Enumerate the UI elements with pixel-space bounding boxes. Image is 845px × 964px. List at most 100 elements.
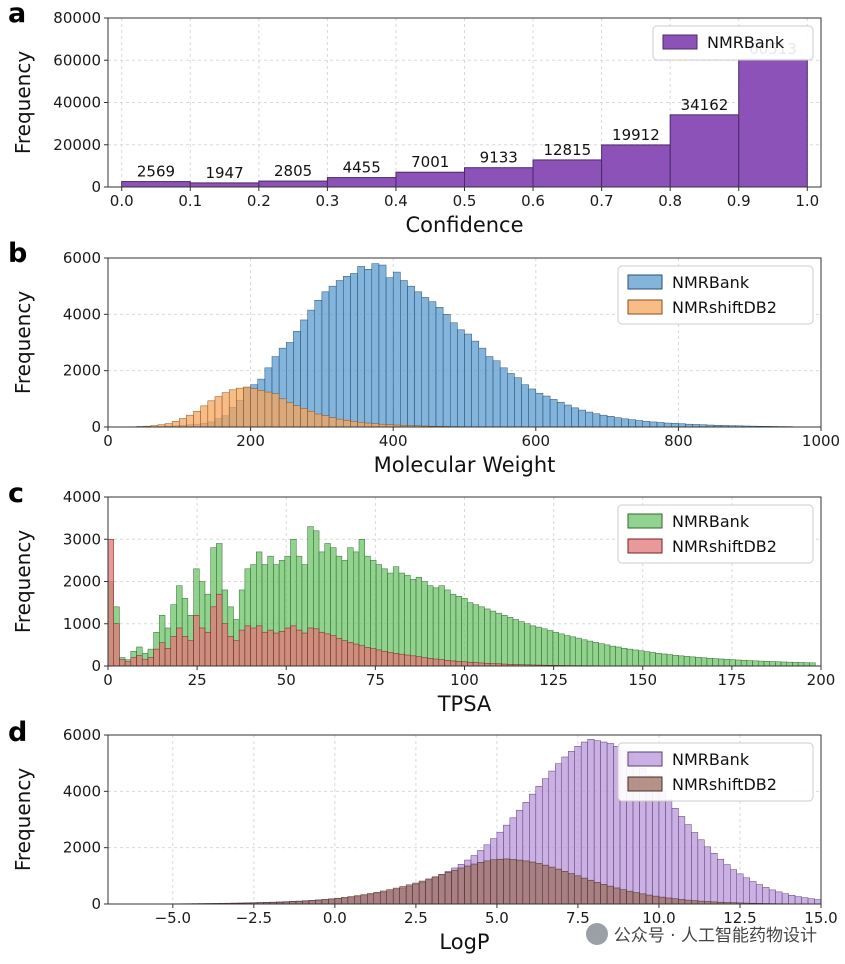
bar [678, 816, 686, 905]
legend-swatch [627, 274, 663, 290]
bar [164, 423, 173, 428]
bar [549, 399, 558, 428]
bar [740, 660, 748, 667]
bar [746, 660, 753, 667]
y-tick-label: 60000 [53, 51, 101, 69]
bar [464, 333, 472, 428]
y-tick-label: 0 [91, 657, 101, 675]
bar [455, 596, 462, 667]
bar [308, 900, 316, 905]
bar [379, 890, 387, 905]
bar [290, 625, 297, 667]
bar [558, 633, 565, 667]
bar [373, 892, 381, 905]
bar [516, 859, 524, 905]
bar [410, 579, 417, 667]
bar [786, 661, 793, 667]
bar [626, 648, 634, 667]
bar [794, 896, 802, 905]
panel-b: 0 200 400 600 800 1000 0 2000 4000 6000 Molecular … [8, 238, 840, 477]
bar [461, 598, 468, 667]
bar [295, 629, 303, 667]
legend-label: NMRshiftDB2 [672, 537, 777, 556]
x-tick-label: 200 [236, 432, 265, 450]
bar [210, 606, 217, 667]
x-tick-label: 800 [664, 432, 693, 450]
bar [666, 654, 673, 667]
legend-box [617, 265, 814, 325]
bar [360, 894, 368, 905]
legend: NMRBank [652, 25, 814, 61]
bar [193, 615, 200, 667]
bar [663, 422, 672, 428]
x-tick-label: 0.0 [323, 909, 347, 927]
bar [261, 631, 268, 667]
bar [341, 640, 348, 667]
bar [435, 307, 444, 428]
bar [153, 648, 160, 667]
bar [427, 658, 434, 667]
bar [619, 889, 627, 905]
bar [278, 398, 287, 428]
bar [324, 633, 331, 667]
bar [457, 329, 465, 428]
bar [478, 347, 487, 428]
bar [404, 574, 411, 667]
y-tick-label: 4000 [63, 782, 101, 800]
bar [293, 405, 301, 428]
bar [400, 280, 408, 428]
x-axis-label: TPSA [437, 692, 492, 716]
bar [367, 893, 375, 905]
bar [375, 649, 383, 667]
watermark: 公众号 · 人工智能药物设计 [585, 921, 817, 946]
bar [524, 623, 531, 667]
x-tick-label: −2.5 [236, 909, 272, 927]
bar [181, 636, 189, 667]
x-tick-label: 400 [379, 432, 408, 450]
bar [284, 627, 291, 667]
bar [200, 405, 209, 428]
bar [763, 661, 770, 667]
bar [775, 661, 782, 667]
bar [762, 887, 770, 905]
bar [371, 423, 380, 428]
bar [601, 144, 671, 188]
bar [214, 396, 223, 428]
x-tick-label: 0.9 [727, 192, 751, 210]
series-NMRshiftDB2 [122, 386, 544, 428]
bar [529, 625, 537, 667]
bar [621, 418, 629, 428]
x-tick-label: 600 [521, 432, 550, 450]
bar [404, 654, 411, 667]
legend: NMRBank NMRshiftDB2 [617, 265, 814, 325]
bar [561, 871, 569, 905]
bar-value-label: 19912 [612, 126, 660, 144]
bar [697, 839, 705, 905]
bar [130, 657, 137, 667]
y-axis-label: Frequency [11, 51, 35, 154]
x-tick-label: 100 [450, 671, 479, 689]
bar [606, 416, 615, 428]
bar [221, 392, 230, 428]
panel-c: 0 25 50 75 100 125 150 175 20001000200030004000T… [8, 478, 835, 716]
bar [347, 642, 354, 667]
legend-label: NMRshiftDB2 [672, 775, 777, 794]
bar [141, 659, 149, 667]
plot-frame [107, 257, 822, 428]
bar-value-label: 34162 [681, 96, 729, 114]
bar [691, 900, 699, 905]
bar [788, 895, 796, 905]
bar [495, 612, 502, 667]
legend-swatch [627, 538, 663, 554]
x-tick-label: 0.4 [384, 192, 408, 210]
bar [414, 291, 422, 428]
x-tick-label: 10.0 [642, 909, 675, 927]
bar [432, 658, 440, 667]
bar [179, 418, 187, 428]
bar [353, 643, 360, 667]
y-tick-label: 2000 [63, 573, 101, 591]
x-tick-label: 0.1 [178, 192, 202, 210]
bar [485, 356, 494, 428]
bar [335, 418, 344, 428]
bar [564, 404, 572, 428]
